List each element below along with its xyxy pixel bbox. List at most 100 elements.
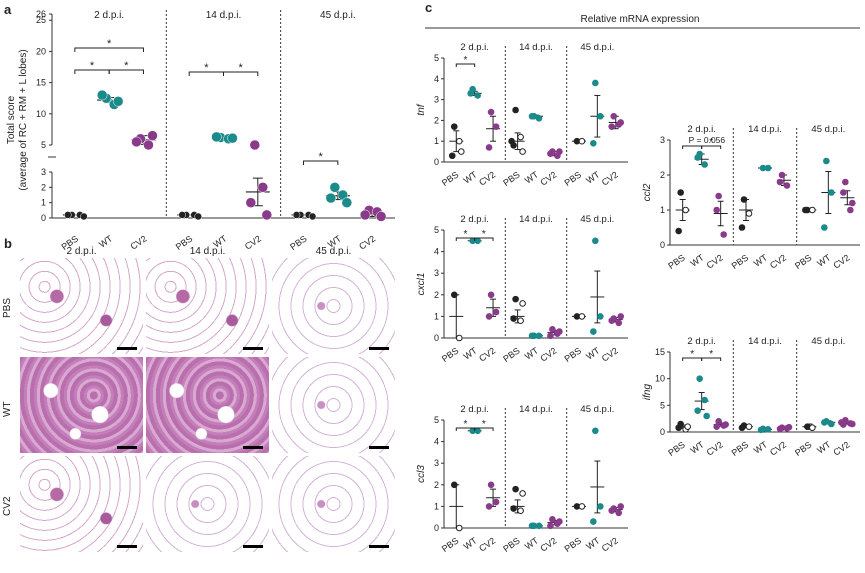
x-tick-label: PBS bbox=[563, 345, 583, 364]
data-point bbox=[547, 150, 554, 157]
data-point bbox=[292, 211, 301, 219]
scale-bar bbox=[117, 347, 137, 350]
data-point bbox=[227, 132, 238, 144]
data-point bbox=[809, 424, 816, 432]
data-point bbox=[597, 112, 604, 120]
histology-image bbox=[146, 357, 269, 453]
data-point bbox=[821, 419, 828, 426]
x-tick-label: PBS bbox=[440, 169, 460, 188]
x-tick-label: CV2 bbox=[538, 535, 558, 553]
panel-letter-a: a bbox=[4, 2, 12, 17]
x-tick-label: WT bbox=[752, 439, 770, 456]
data-point bbox=[535, 332, 543, 340]
data-point bbox=[615, 319, 623, 327]
data-point bbox=[375, 211, 387, 222]
histology-image bbox=[20, 357, 143, 453]
data-point bbox=[512, 485, 519, 493]
data-point bbox=[608, 507, 616, 515]
group-label: 45 d.p.i. bbox=[811, 124, 845, 135]
x-tick-label: PBS bbox=[501, 345, 521, 364]
data-point bbox=[701, 161, 708, 168]
data-point bbox=[675, 424, 682, 432]
data-point bbox=[785, 423, 793, 431]
x-tick-label: CV2 bbox=[705, 439, 725, 457]
data-point bbox=[261, 209, 273, 221]
y-tick-label: 2 bbox=[434, 115, 439, 125]
data-point bbox=[610, 112, 618, 120]
histology-image bbox=[146, 456, 269, 552]
y-tick-label: 3 bbox=[434, 458, 439, 468]
panel-c-title: Relative mRNA expression bbox=[581, 14, 700, 25]
y-tick-label: 5 bbox=[434, 415, 439, 425]
data-point bbox=[715, 418, 722, 425]
significance-marker: * bbox=[464, 229, 468, 240]
significance-marker: * bbox=[124, 60, 129, 72]
x-tick-label: WT bbox=[523, 535, 541, 552]
x-tick-label: CV2 bbox=[538, 345, 558, 363]
x-tick-label: WT bbox=[462, 535, 480, 552]
scale-bar bbox=[243, 545, 263, 548]
tissue-texture bbox=[272, 357, 395, 453]
x-tick-label: CV2 bbox=[477, 535, 497, 553]
data-point bbox=[608, 123, 616, 130]
y-tick-label: 4 bbox=[434, 74, 439, 84]
data-point bbox=[703, 412, 710, 420]
significance-bracket bbox=[701, 357, 722, 361]
scale-bar bbox=[243, 446, 263, 449]
significance-marker: * bbox=[709, 137, 713, 148]
y-tick-label: 2 bbox=[434, 480, 439, 490]
data-point bbox=[194, 212, 202, 221]
data-point bbox=[745, 210, 753, 217]
data-point bbox=[838, 419, 845, 426]
group-label: 14 d.p.i. bbox=[519, 42, 553, 53]
tissue-texture bbox=[146, 258, 269, 354]
data-point bbox=[677, 189, 684, 196]
significance-bracket bbox=[474, 427, 494, 431]
data-point bbox=[519, 300, 526, 307]
data-point bbox=[455, 524, 463, 532]
data-point bbox=[617, 503, 625, 510]
x-tick-label: PBS bbox=[440, 345, 460, 364]
significance-bracket bbox=[474, 237, 494, 241]
group-label: 14 d.p.i. bbox=[748, 124, 782, 135]
y-tick-label: 0 bbox=[660, 240, 665, 250]
x-tick-label: CV2 bbox=[538, 169, 558, 187]
group-label: 45 d.p.i. bbox=[580, 214, 614, 225]
significance-marker: * bbox=[464, 55, 468, 66]
x-tick-label: CV2 bbox=[831, 439, 851, 457]
data-point bbox=[112, 96, 124, 107]
data-point bbox=[776, 425, 784, 433]
data-point bbox=[713, 423, 720, 430]
y-tick-label: 4 bbox=[434, 247, 439, 257]
data-point bbox=[590, 328, 597, 335]
y-axis-label: Total score bbox=[6, 95, 17, 144]
x-tick-label: CV2 bbox=[477, 169, 497, 187]
data-point bbox=[701, 396, 708, 404]
data-point bbox=[249, 139, 261, 151]
data-point bbox=[738, 224, 746, 231]
data-point bbox=[556, 328, 563, 335]
tissue-texture bbox=[20, 258, 143, 354]
data-point bbox=[694, 154, 701, 161]
group-label: 45 d.p.i. bbox=[580, 404, 614, 415]
data-point bbox=[547, 522, 554, 530]
x-tick-label: WT bbox=[752, 252, 770, 269]
data-point bbox=[696, 375, 703, 382]
x-tick-label: PBS bbox=[666, 252, 686, 271]
data-point bbox=[96, 89, 108, 101]
x-tick-label: WT bbox=[584, 535, 602, 552]
data-point bbox=[578, 137, 586, 145]
group-label: 45 d.p.i. bbox=[580, 42, 614, 53]
x-tick-label: CV2 bbox=[600, 535, 620, 553]
data-point bbox=[556, 518, 563, 525]
group-label: 14 d.p.i. bbox=[519, 214, 553, 225]
panel-letter-b: b bbox=[4, 236, 12, 251]
significance-marker: * bbox=[239, 62, 244, 74]
data-point bbox=[487, 481, 495, 489]
data-point bbox=[764, 426, 772, 433]
data-point bbox=[713, 206, 720, 214]
data-point bbox=[597, 503, 604, 510]
data-point bbox=[764, 164, 772, 172]
significance-bracket bbox=[682, 145, 703, 149]
